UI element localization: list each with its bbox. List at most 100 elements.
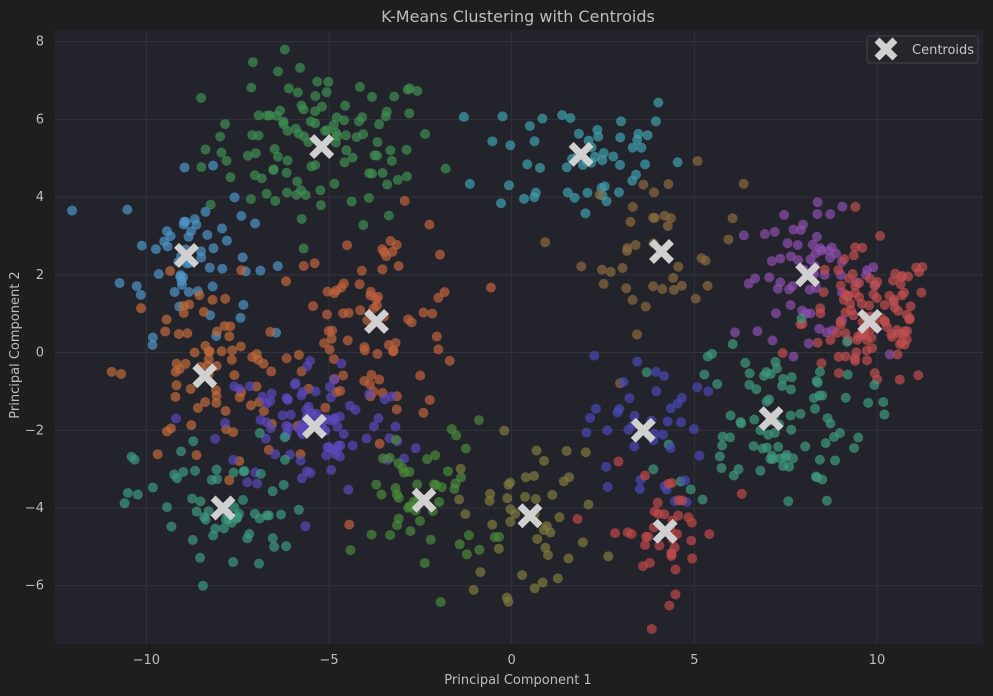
data-point: [229, 192, 240, 203]
data-point: [668, 284, 679, 295]
data-point: [347, 152, 358, 163]
data-point: [211, 397, 222, 408]
data-point: [277, 410, 288, 421]
data-point: [385, 145, 396, 156]
data-point: [172, 473, 183, 484]
data-point: [267, 486, 278, 497]
data-point: [848, 310, 859, 321]
data-point: [788, 224, 799, 235]
data-point: [166, 521, 177, 532]
data-point: [177, 279, 188, 290]
data-point: [497, 111, 508, 122]
data-point: [629, 441, 640, 452]
data-point: [281, 353, 292, 364]
data-point: [782, 238, 793, 249]
data-point: [863, 397, 874, 408]
data-point: [784, 461, 795, 472]
data-point: [183, 286, 194, 297]
data-point: [330, 449, 341, 460]
data-point: [228, 557, 239, 568]
data-point: [576, 261, 587, 272]
data-point: [200, 514, 211, 525]
data-point: [331, 112, 342, 123]
data-point: [431, 331, 442, 342]
data-point: [580, 208, 591, 219]
x-tick-label: −5: [319, 653, 338, 668]
data-point: [290, 123, 301, 134]
data-point: [489, 532, 500, 543]
data-point: [872, 276, 883, 287]
data-point: [517, 570, 528, 581]
data-point: [170, 366, 181, 377]
data-point: [562, 187, 573, 198]
data-point: [228, 454, 239, 465]
data-point: [703, 386, 714, 397]
data-point: [210, 433, 221, 444]
data-point: [197, 580, 208, 591]
data-point: [192, 402, 203, 413]
data-point: [899, 339, 910, 350]
centroid-marker: [411, 487, 437, 513]
data-point: [767, 335, 778, 346]
data-point: [122, 487, 133, 498]
data-point: [843, 273, 854, 284]
data-point: [632, 356, 643, 367]
data-point: [310, 160, 321, 171]
data-point: [430, 450, 441, 461]
data-point: [424, 219, 435, 230]
data-point: [292, 176, 303, 187]
data-point: [131, 281, 142, 292]
data-point: [321, 450, 332, 461]
data-point: [631, 169, 642, 180]
data-point: [569, 192, 580, 203]
data-point: [393, 492, 404, 503]
data-point: [463, 530, 474, 541]
data-point: [147, 340, 158, 351]
data-point: [505, 140, 516, 151]
data-point: [276, 509, 287, 520]
data-point: [205, 199, 216, 210]
data-point: [833, 265, 844, 276]
data-point: [814, 454, 825, 465]
data-point: [266, 388, 277, 399]
data-point: [775, 453, 786, 464]
centroid-marker: [301, 413, 327, 439]
data-point: [363, 192, 374, 203]
data-point: [640, 540, 651, 551]
data-point: [767, 453, 778, 464]
data-point: [282, 125, 293, 136]
data-point: [153, 269, 164, 280]
data-point: [224, 475, 235, 486]
data-point: [364, 389, 375, 400]
data-point: [242, 150, 253, 161]
data-point: [598, 148, 609, 159]
data-point: [196, 246, 207, 257]
data-point: [269, 143, 280, 154]
data-point: [788, 351, 799, 362]
data-point: [690, 293, 701, 304]
data-point: [522, 159, 533, 170]
x-tick-label: 10: [869, 653, 886, 668]
data-point: [458, 111, 469, 122]
data-point: [692, 382, 703, 393]
data-point: [748, 441, 759, 452]
data-point: [817, 390, 828, 401]
data-point: [328, 354, 339, 365]
data-point: [366, 369, 377, 380]
data-point: [354, 81, 365, 92]
data-point: [410, 443, 421, 454]
data-point: [377, 264, 388, 275]
data-point: [697, 494, 708, 505]
data-point: [262, 110, 273, 121]
data-point: [624, 393, 635, 404]
data-point: [367, 91, 378, 102]
data-point: [344, 519, 355, 530]
data-point: [377, 167, 388, 178]
data-point: [196, 162, 207, 173]
data-point: [773, 441, 784, 452]
data-point: [529, 136, 540, 147]
data-point: [539, 455, 550, 466]
data-point: [196, 92, 207, 103]
data-point: [842, 369, 853, 380]
data-point: [321, 87, 332, 98]
